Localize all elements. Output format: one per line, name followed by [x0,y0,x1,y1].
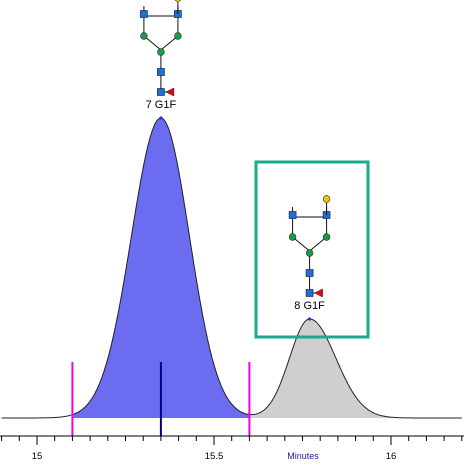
apex-dot-2 [307,317,312,321]
peak-label-2: 8 G1F [294,300,325,312]
peak-area-1 [72,118,250,418]
fucose-icon [314,288,323,298]
highlight-box [254,160,370,339]
x-tick-label: 15 [32,451,43,462]
peak-area-2 [249,319,391,418]
x-axis-label: Minutes [287,451,319,461]
x-tick-label: 16 [386,451,397,462]
apex-dot-1 [159,116,163,120]
peak-label-1: 7 G1F [146,99,177,111]
fucose-icon [165,87,175,97]
chromatogram-trace [1,117,462,419]
x-tick-label: 15.5 [205,451,224,462]
